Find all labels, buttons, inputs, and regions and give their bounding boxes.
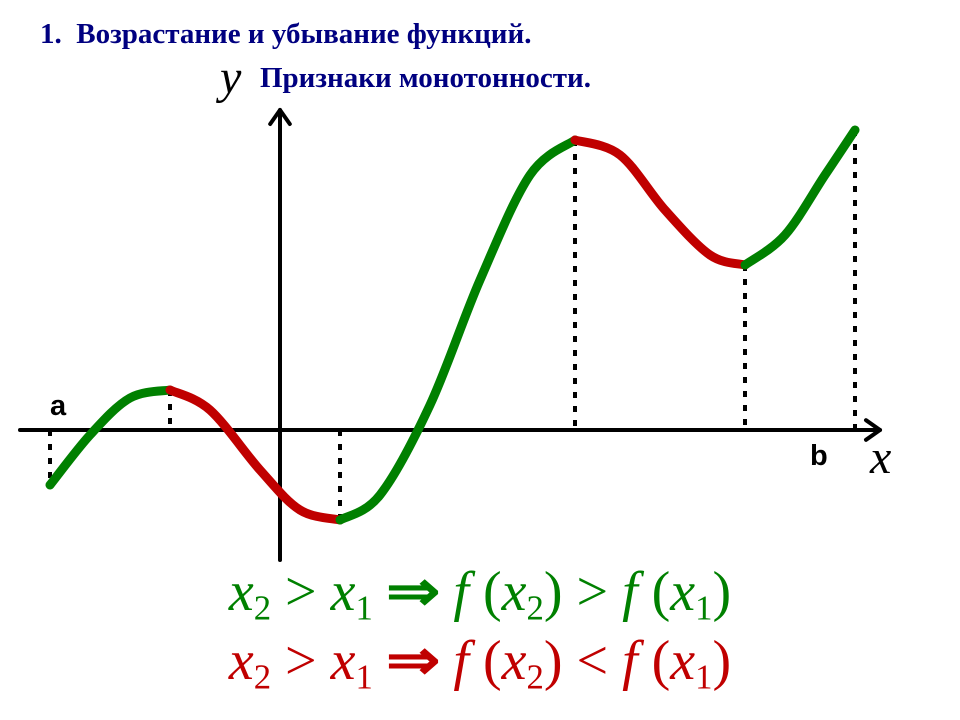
x-axis-label: x	[870, 430, 891, 485]
inc-lhs-b: x	[331, 561, 356, 623]
formula-block: x2 > x1 ⇒ f (x2) > f (x1) x2 > x1 ⇒ f (x…	[0, 560, 960, 697]
inc-cmp: >	[285, 561, 317, 623]
dec-rhs-a: x	[502, 630, 527, 692]
formula-decreasing: x2 > x1 ⇒ f (x2) < f (x1)	[0, 629, 960, 698]
y-axis-label: y	[220, 50, 241, 105]
dec-lhs-b: x	[331, 630, 356, 692]
curve-group	[50, 130, 855, 520]
verticals-group	[50, 130, 855, 520]
axes-group	[20, 110, 880, 560]
inc-rhs-b: x	[670, 561, 695, 623]
inc-rhs-fn-2: f	[622, 561, 638, 623]
dec-paren-2o: (	[652, 630, 671, 692]
dec-paren-1o: (	[483, 630, 502, 692]
inc-arrow-icon: ⇒	[383, 560, 443, 624]
inc-paren-1o: (	[483, 561, 502, 623]
dec-rhs-a-sub: 2	[526, 657, 543, 696]
inc-paren-1c: )	[544, 561, 563, 623]
heading-line-2: Признаки монотонности.	[260, 62, 591, 95]
dec-paren-2c: )	[713, 630, 732, 692]
heading-number: 1.	[40, 18, 62, 50]
heading-text-1: Возрастание и убывание функций.	[76, 18, 531, 50]
inc-rhs-a: x	[502, 561, 527, 623]
inc-rhs-cmp: >	[576, 561, 608, 623]
inc-rhs-fn-1: f	[453, 561, 469, 623]
inc-rhs-b-sub: 1	[695, 589, 712, 628]
dec-rhs-b: x	[670, 630, 695, 692]
inc-lhs-b-sub: 1	[356, 589, 373, 628]
inc-rhs-a-sub: 2	[526, 589, 543, 628]
endpoint-a-label: a	[50, 390, 66, 423]
dec-arrow-icon: ⇒	[383, 629, 443, 693]
formula-increasing: x2 > x1 ⇒ f (x2) > f (x1)	[0, 560, 960, 629]
dec-lhs-a: x	[229, 630, 254, 692]
dec-lhs-b-sub: 1	[356, 657, 373, 696]
dec-paren-1c: )	[544, 630, 563, 692]
heading-line-1: 1. Возрастание и убывание функций.	[40, 18, 531, 51]
endpoint-b-label: b	[810, 440, 828, 473]
inc-paren-2o: (	[652, 561, 671, 623]
dec-lhs-a-sub: 2	[254, 657, 271, 696]
inc-paren-2c: )	[713, 561, 732, 623]
slide-container: 1. Возрастание и убывание функций. Призн…	[0, 0, 960, 720]
inc-lhs-a: x	[229, 561, 254, 623]
dec-cmp: >	[285, 630, 317, 692]
dec-rhs-fn-2: f	[622, 630, 638, 692]
inc-lhs-a-sub: 2	[254, 589, 271, 628]
dec-rhs-cmp: <	[576, 630, 608, 692]
dec-rhs-b-sub: 1	[695, 657, 712, 696]
dec-rhs-fn-1: f	[453, 630, 469, 692]
